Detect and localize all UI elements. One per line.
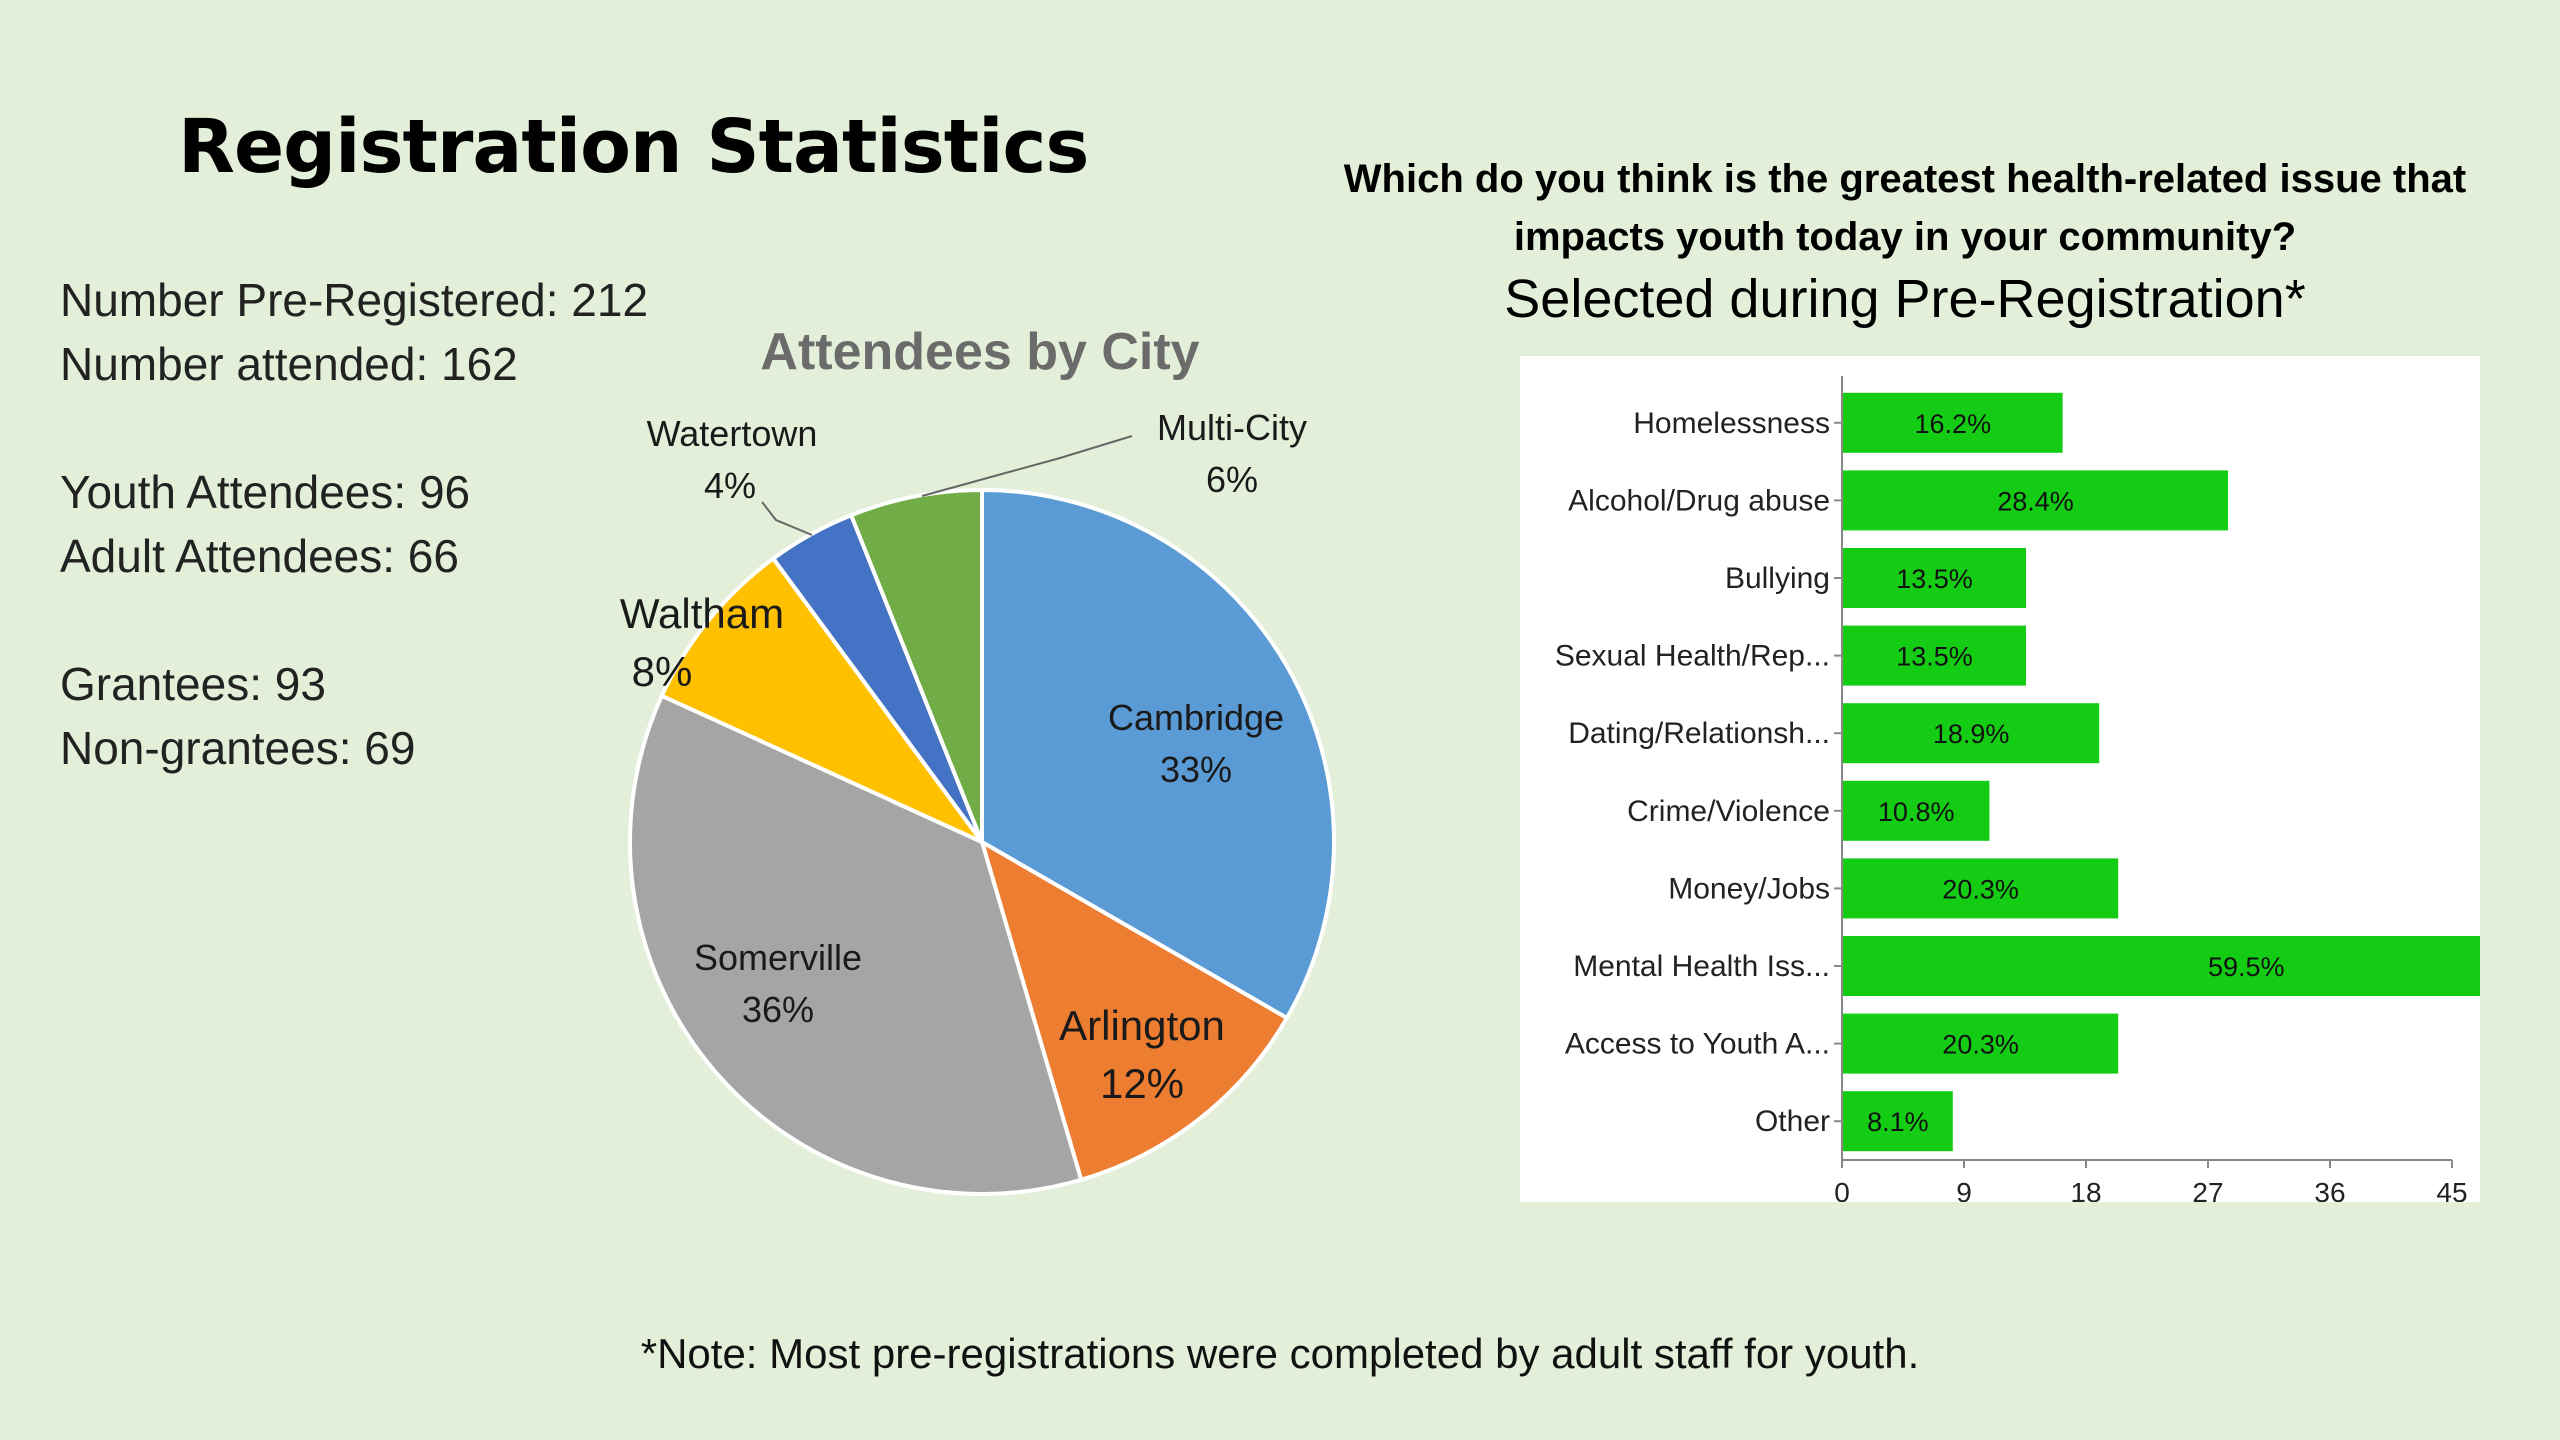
question-subtitle: Selected during Pre-Registration* xyxy=(1504,269,2306,329)
pie-slice-somerville xyxy=(628,693,1084,1196)
bar xyxy=(1843,1091,1953,1152)
bar-value-label: 20.3% xyxy=(1942,1030,2019,1060)
question-line-2: impacts youth today in your community? xyxy=(1513,215,2297,259)
bar xyxy=(1843,936,2480,996)
bar-x-tick-label: 9 xyxy=(1956,1177,1972,1202)
bar-category-label: Homelessness xyxy=(1633,407,1830,440)
bar-category-label: Bullying xyxy=(1725,562,1830,595)
bar-x-tick-label: 27 xyxy=(2192,1177,2223,1202)
pie-value-multi-city: 6% xyxy=(1206,459,1258,500)
pie-value-watertown: 4% xyxy=(704,465,756,506)
bar-category-label: Alcohol/Drug abuse xyxy=(1568,484,1830,517)
leader-line-multi-city xyxy=(921,435,1133,497)
bar-category-label: Access to Youth A... xyxy=(1565,1028,1830,1061)
bar-value-label: 59.5% xyxy=(2208,952,2285,982)
pie-slice-multi-city xyxy=(848,487,984,843)
bar-value-label: 13.5% xyxy=(1896,642,1973,672)
bar-x-tick-label: 36 xyxy=(2314,1177,2345,1202)
pie-label-multi-city: Multi-City xyxy=(1157,407,1307,448)
pie-chart-title: Attendees by City xyxy=(760,323,1200,381)
bar-value-label: 13.5% xyxy=(1896,564,1973,594)
bar xyxy=(1843,470,2228,531)
stat-grantees: Grantees: 93 xyxy=(60,658,326,710)
stat-adult: Adult Attendees: 66 xyxy=(60,530,459,582)
bar-chart: Homelessness 16.2% Alcohol/Drug abuse 28.4%… xyxy=(1555,376,2480,1202)
pie-chart: Cambridge 33% Arlington 12% Somerville 36% Wal… xyxy=(620,407,1336,1196)
bar-category-label: Dating/Relationsh... xyxy=(1568,717,1830,750)
bar-value-label: 20.3% xyxy=(1942,874,2019,904)
stat-attended: Number attended: 162 xyxy=(60,338,518,390)
bar-category-label: Crime/Violence xyxy=(1627,795,1830,828)
bar-value-label: 8.1% xyxy=(1867,1107,1929,1137)
pie-value-somerville: 36% xyxy=(742,989,814,1030)
registration-stats: Number Pre-Registered: 212 Number attend… xyxy=(60,268,648,780)
stat-pre-registered: Number Pre-Registered: 212 xyxy=(60,274,649,326)
bar-x-tick-label: 18 xyxy=(2070,1177,2101,1202)
pie-label-arlington: Arlington xyxy=(1059,1002,1225,1049)
pie-label-watertown: Watertown xyxy=(647,413,818,454)
pie-label-somerville: Somerville xyxy=(694,937,862,978)
bar-category-label: Money/Jobs xyxy=(1668,872,1830,905)
bar xyxy=(1843,1013,2119,1074)
bar-chart-panel: Homelessness 16.2% Alcohol/Drug abuse 28.4%… xyxy=(1520,356,2480,1202)
pie-value-arlington: 12% xyxy=(1100,1060,1184,1107)
bar-category-label: Sexual Health/Rep... xyxy=(1555,640,1830,673)
bar xyxy=(1843,392,2063,453)
bar-value-label: 18.9% xyxy=(1933,719,2010,749)
bar-category-label: Mental Health Iss... xyxy=(1573,950,1830,983)
slide-title: Registration Statistics xyxy=(178,104,1089,190)
pie-label-cambridge: Cambridge xyxy=(1108,697,1284,738)
leader-line-watertown xyxy=(761,501,813,536)
footnote: *Note: Most pre-registrations were compl… xyxy=(640,1330,1920,1377)
bar-category-label: Other xyxy=(1755,1105,1830,1138)
pie-label-waltham: Waltham xyxy=(620,590,784,637)
bar-x-tick-label: 0 xyxy=(1834,1177,1850,1202)
bar-value-label: 10.8% xyxy=(1878,797,1955,827)
question-title: Which do you think is the greatest healt… xyxy=(1270,150,2540,266)
bar xyxy=(1843,780,1990,841)
stat-youth: Youth Attendees: 96 xyxy=(60,466,471,518)
pie-value-waltham: 8% xyxy=(632,648,693,695)
bar-x-tick-label: 45 xyxy=(2436,1177,2467,1202)
bar xyxy=(1843,625,2026,686)
pie-slice-cambridge xyxy=(980,487,1336,1021)
bar-value-label: 16.2% xyxy=(1915,409,1992,439)
stat-non-grantees: Non-grantees: 69 xyxy=(60,722,416,774)
bar xyxy=(1843,703,2100,764)
bar xyxy=(1843,548,2026,608)
question-line-1: Which do you think is the greatest healt… xyxy=(1343,157,2467,201)
bar-value-label: 28.4% xyxy=(1997,486,2074,516)
pie-slice-waltham xyxy=(659,555,989,848)
pie-value-cambridge: 33% xyxy=(1160,749,1232,790)
bar xyxy=(1843,858,2119,919)
